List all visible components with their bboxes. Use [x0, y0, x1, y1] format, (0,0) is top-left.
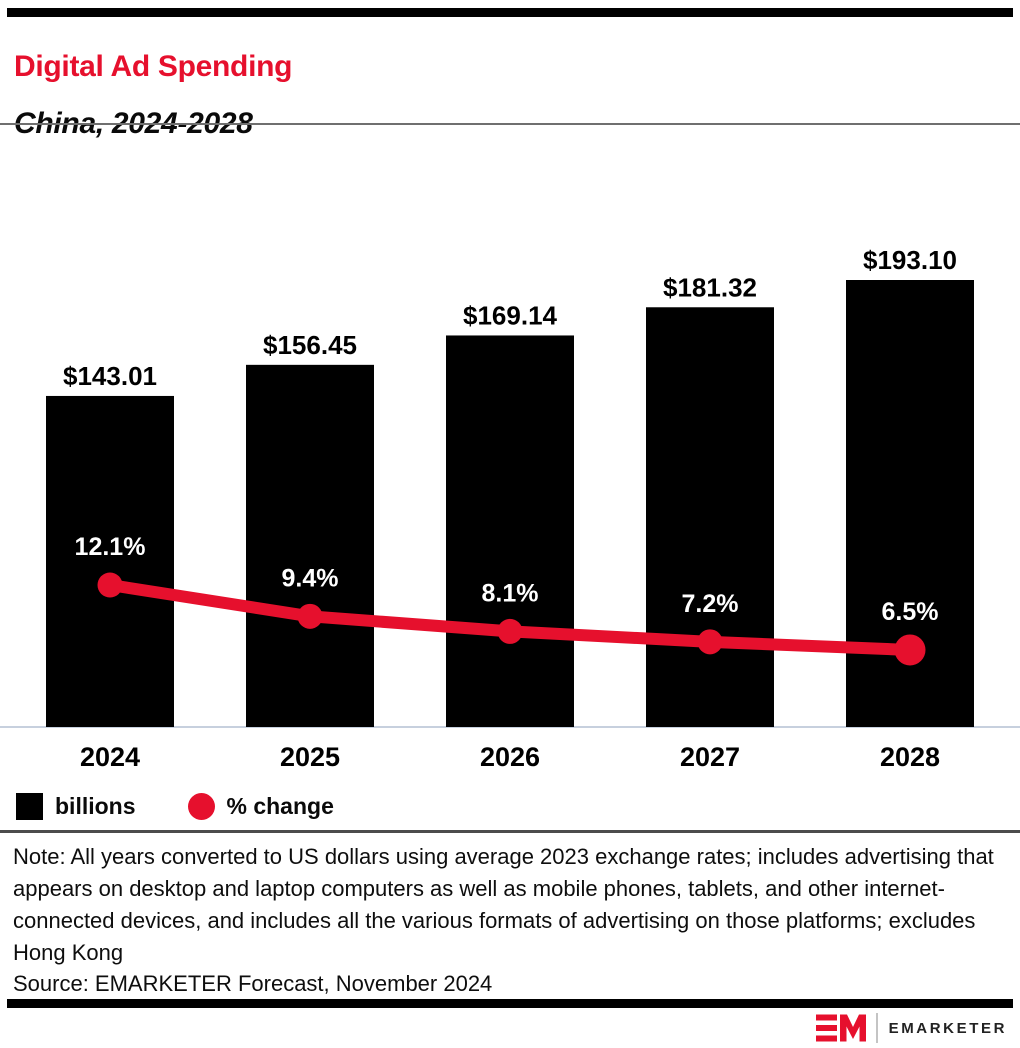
bar-value-label-2028: $193.10	[863, 245, 957, 275]
year-label-2026: 2026	[480, 742, 540, 772]
footnote: Note: All years converted to US dollars …	[13, 844, 994, 965]
pct-marker-2028	[894, 634, 926, 666]
chart-legend: billions % change	[16, 791, 334, 821]
brand-divider	[875, 1013, 878, 1043]
pct-marker-2024	[97, 572, 123, 598]
year-label-2025: 2025	[280, 742, 340, 772]
bar-value-label-2027: $181.32	[663, 272, 757, 302]
chart-title: Digital Ad Spending	[14, 50, 293, 84]
bar-line-chart: $143.01 2024 $156.45 2025 $169.14 2026 $181.32…	[0, 245, 1020, 772]
header-divider	[0, 123, 1020, 125]
bar-2026	[446, 335, 574, 727]
emarketer-monogram-icon	[815, 1014, 866, 1042]
legend-bars-label: billions	[55, 792, 136, 819]
pct-marker-2026	[497, 618, 523, 644]
year-label-2028: 2028	[880, 742, 940, 772]
pct-label-2026: 8.1%	[482, 579, 539, 607]
top-accent-bar	[7, 8, 1013, 17]
brand-wordmark: EMARKETER	[888, 1019, 1007, 1037]
bar-value-label-2024: $143.01	[63, 361, 157, 391]
bar-value-label-2026: $169.14	[463, 300, 558, 330]
logo-m-glyph	[839, 1014, 866, 1042]
pct-label-2028: 6.5%	[882, 598, 939, 626]
legend-line-label: % change	[226, 792, 334, 819]
legend-divider	[0, 830, 1020, 833]
bar-2024	[46, 395, 174, 727]
bar-2027	[646, 307, 774, 727]
year-label-2024: 2024	[80, 742, 140, 772]
bar-2025	[246, 364, 374, 727]
pct-label-2025: 9.4%	[282, 564, 339, 592]
logo-e-bar-1	[815, 1025, 837, 1031]
bar-value-label-2025: $156.45	[263, 330, 357, 360]
brand-logo: EMARKETER	[815, 1012, 1007, 1044]
logo-e-bar-2	[815, 1035, 837, 1042]
legend-line-swatch	[187, 792, 215, 820]
pct-marker-2027	[697, 629, 723, 655]
source-line: Source: EMARKETER Forecast, November 202…	[13, 971, 493, 996]
bottom-accent-bar	[7, 999, 1013, 1008]
pct-label-2027: 7.2%	[682, 590, 739, 618]
year-label-2027: 2027	[680, 742, 740, 772]
pct-label-2024: 12.1%	[75, 533, 146, 561]
logo-e-bar-0	[815, 1014, 837, 1021]
legend-bars-swatch	[16, 792, 43, 820]
pct-marker-2025	[297, 603, 323, 629]
